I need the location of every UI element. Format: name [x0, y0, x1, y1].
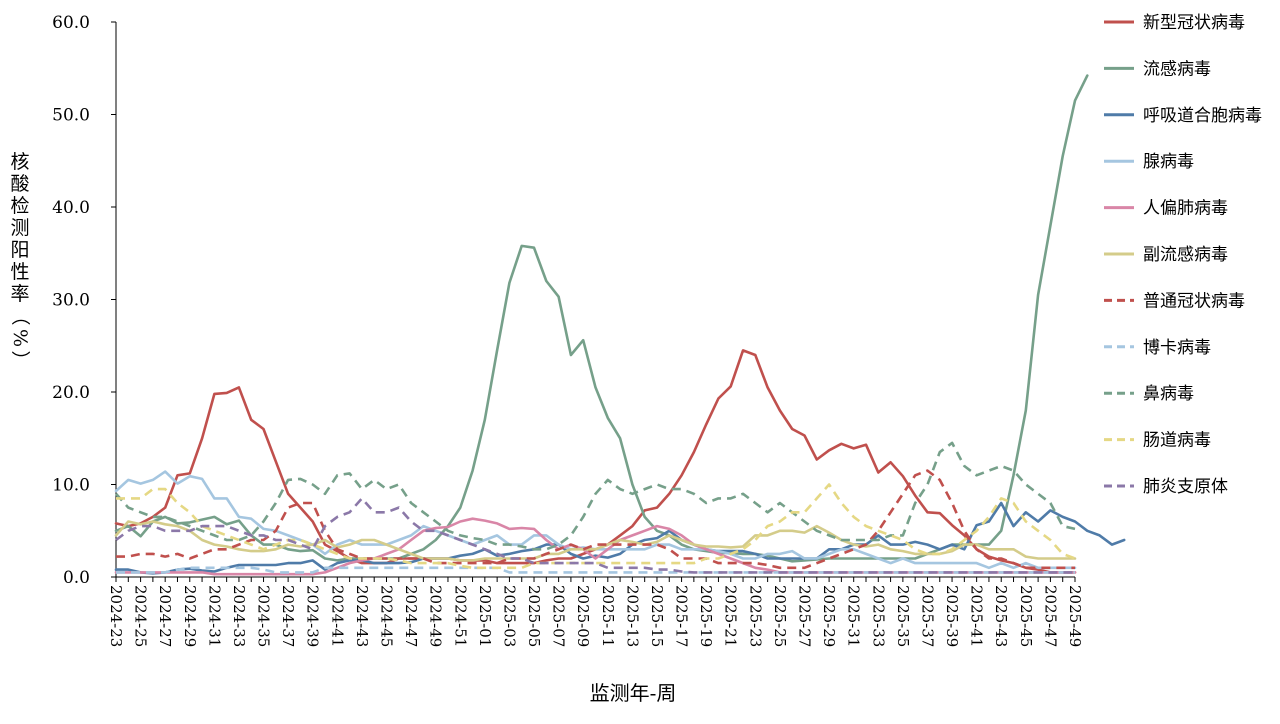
x-tick-label: 2024-25 [132, 585, 150, 647]
x-tick-label: 2025-21 [722, 585, 740, 647]
y-axis-title-char: （ [9, 306, 31, 325]
series-line-10 [116, 483, 1076, 570]
series-layer [114, 74, 1126, 576]
x-tick-label: 2024-51 [451, 585, 469, 647]
x-tick-label: 2024-37 [279, 585, 297, 647]
x-tick-label: 2024-29 [181, 585, 199, 647]
x-tick-label: 2025-19 [697, 585, 715, 647]
x-tick-label: 2025-43 [992, 585, 1010, 647]
legend: 新型冠状病毒流感病毒呼吸道合胞病毒腺病毒人偏肺病毒副流感病毒普通冠状病毒博卡病毒… [1104, 13, 1262, 497]
x-tick-label: 2025-29 [820, 585, 838, 647]
x-tick-label: 2025-39 [943, 585, 961, 647]
x-tick-label: 2024-31 [205, 585, 223, 647]
x-tick-label: 2025-45 [1017, 585, 1035, 647]
y-tick-label: 60.0 [52, 13, 90, 33]
x-tick-label: 2025-37 [918, 585, 936, 647]
x-axis-title: 监测年-周 [590, 681, 677, 705]
x-tick-label: 2025-47 [1041, 585, 1059, 647]
legend-label: 肠道病毒 [1143, 431, 1211, 451]
y-axis-title-char: 检 [10, 195, 29, 217]
x-tick-label: 2024-41 [328, 585, 346, 647]
x-tick-label: 2024-45 [377, 585, 395, 647]
legend-label: 呼吸道合胞病毒 [1143, 106, 1262, 126]
y-axis-title-char: 核 [10, 151, 29, 173]
x-tick-label: 2025-17 [673, 585, 691, 647]
y-axis-title-char: ） [9, 350, 31, 369]
y-tick-label: 50.0 [52, 106, 90, 126]
x-tick-label: 2025-49 [1066, 585, 1084, 647]
legend-label: 肺炎支原体 [1143, 477, 1228, 497]
legend-label: 鼻病毒 [1143, 384, 1194, 404]
x-tick-label: 2024-23 [107, 585, 125, 647]
x-tick-label: 2025-09 [574, 585, 592, 647]
y-tick-label: 30.0 [52, 291, 90, 311]
x-tick-label: 2025-25 [771, 585, 789, 647]
series-line-11 [115, 497, 1075, 574]
x-tick-label: 2024-47 [402, 585, 420, 647]
x-tick-label: 2025-13 [623, 585, 641, 647]
y-tick-label: 0.0 [63, 568, 90, 588]
x-tick-label: 2025-33 [869, 585, 887, 647]
legend-label: 副流感病毒 [1143, 245, 1228, 265]
y-axis-title-char: 率 [10, 283, 29, 305]
y-axis-title-char: 性 [10, 261, 29, 283]
legend-label: 新型冠状病毒 [1143, 13, 1245, 33]
x-tick-label: 2025-15 [648, 585, 666, 647]
legend-label: 腺病毒 [1143, 152, 1194, 172]
x-tick-label: 2025-05 [525, 585, 543, 647]
y-axis-title-char: % [9, 329, 31, 347]
y-tick-label: 40.0 [52, 198, 90, 218]
y-axis-title-char: 酸 [10, 173, 29, 195]
legend-label: 博卡病毒 [1143, 338, 1211, 358]
x-tick-label: 2025-41 [968, 585, 986, 647]
x-tick-label: 2025-03 [500, 585, 518, 647]
y-axis-title-char: 测 [10, 217, 29, 239]
x-tick-label: 2025-35 [894, 585, 912, 647]
x-tick-label: 2025-07 [550, 585, 568, 647]
x-tick-label: 2024-39 [304, 585, 322, 647]
y-tick-label: 10.0 [52, 476, 90, 496]
x-tick-label: 2024-43 [353, 585, 371, 647]
legend-label: 流感病毒 [1143, 59, 1211, 79]
legend-label: 普通冠状病毒 [1143, 291, 1245, 311]
series-line-9 [115, 441, 1076, 551]
axes: 0.0 10.0 20.0 30.0 40.0 50.0 60.0 2024-23 2024-2… [52, 13, 1084, 647]
x-tick-label: 2025-01 [476, 585, 494, 647]
y-axis-title-char: 阳 [10, 239, 29, 261]
series-line-7 [116, 469, 1075, 570]
x-tick-label: 2025-23 [746, 585, 764, 647]
x-tick-label: 2024-49 [427, 585, 445, 647]
x-tick-label: 2024-27 [156, 585, 174, 647]
x-tick-label: 2024-35 [255, 585, 273, 647]
series-line-6 [114, 520, 1077, 562]
x-tick-label: 2025-11 [599, 585, 617, 647]
x-tick-label: 2024-33 [230, 585, 248, 647]
x-tick-label: 2025-31 [845, 585, 863, 647]
series-line-3 [114, 501, 1126, 575]
legend-label: 人偏肺病毒 [1143, 199, 1228, 219]
series-line-2 [114, 74, 1089, 563]
y-tick-label: 20.0 [52, 383, 90, 403]
x-tick-label: 2025-27 [796, 585, 814, 647]
